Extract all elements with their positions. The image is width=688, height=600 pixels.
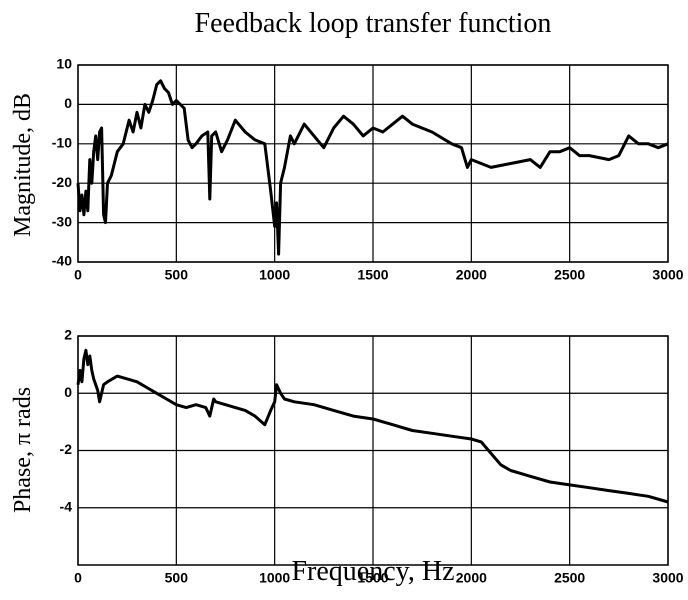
y-axis-label: Phase, π rads	[10, 387, 36, 513]
y-tick-label: 0	[64, 95, 72, 111]
chart-title: Feedback loop transfer function	[195, 8, 552, 39]
y-tick-label: -10	[52, 135, 72, 151]
plot-frame	[77, 335, 669, 566]
x-tick-label: 1500	[357, 267, 388, 283]
x-tick-label: 1000	[259, 267, 290, 283]
y-tick-label: 2	[64, 327, 72, 343]
x-tick-label: 2500	[554, 570, 585, 586]
y-tick-label: -2	[60, 441, 73, 457]
y-tick-label: -40	[52, 253, 72, 269]
x-tick-label: 2500	[554, 267, 585, 283]
x-tick-label: 3000	[652, 267, 683, 283]
y-axis-label: Magnitude, dB	[10, 93, 36, 237]
y-tick-label: 10	[56, 56, 72, 72]
x-tick-label: 0	[74, 267, 82, 283]
x-tick-label: 2000	[456, 570, 487, 586]
x-tick-label: 500	[165, 570, 189, 586]
x-tick-label: 1500	[357, 570, 388, 586]
data-line	[76, 348, 669, 504]
x-tick-label: 1000	[259, 570, 290, 586]
y-tick-label: -30	[52, 213, 72, 229]
y-tick-label: -20	[52, 174, 72, 190]
x-tick-label: 500	[165, 267, 189, 283]
y-tick-label: -4	[60, 498, 73, 514]
x-tick-label: 3000	[652, 570, 683, 586]
data-line	[76, 79, 669, 256]
plot-frame	[77, 64, 669, 263]
y-tick-label: 0	[64, 384, 72, 400]
x-tick-label: 0	[74, 570, 82, 586]
x-tick-label: 2000	[456, 267, 487, 283]
